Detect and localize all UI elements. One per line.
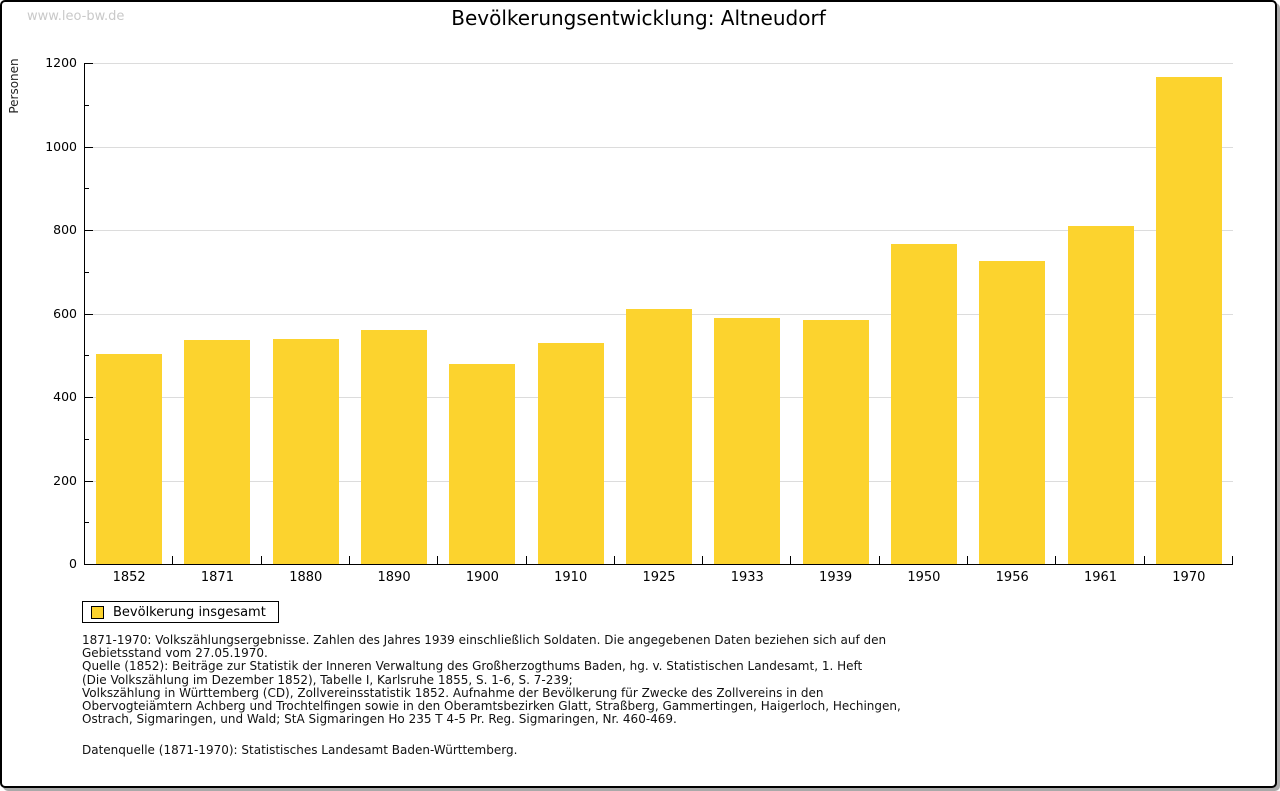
- bar-1933: [714, 317, 781, 564]
- y-tick-label-600: 600: [53, 305, 77, 321]
- x-tick-10: [967, 556, 969, 564]
- bar-1939: [802, 320, 869, 564]
- x-axis-label-1961: 1961: [1083, 570, 1118, 585]
- y-tick-label-400: 400: [53, 389, 77, 404]
- page-title: Bevölkerungsentwicklung: Altneudorf: [451, 6, 826, 30]
- gridline-1000: [85, 146, 1233, 148]
- y-tick-1000: [85, 146, 93, 148]
- x-tick-13: [1232, 556, 1233, 564]
- x-axis-label-1970: 1970: [1172, 570, 1206, 585]
- y-tick-800: [85, 230, 93, 231]
- x-tick-8: [790, 556, 792, 564]
- bar-1852: [96, 354, 163, 564]
- bar-1970: [1155, 77, 1222, 564]
- y-tick-200: [85, 480, 93, 482]
- bar-1890: [361, 329, 428, 564]
- x-tick-11: [1055, 556, 1057, 564]
- footnote-line-7: Ostrach, Sigmaringen, und Wald; StA Sigm…: [82, 712, 677, 727]
- x-axis-label-1871: 1871: [200, 570, 234, 585]
- x-axis-label-1939: 1939: [819, 570, 853, 585]
- x-axis-label-1852: 1852: [112, 570, 146, 585]
- x-axis-label-1925: 1925: [642, 570, 676, 585]
- y-tick-label-800: 800: [53, 222, 77, 237]
- legend: Bevölkerung insgesamt: [82, 601, 279, 623]
- y-tick-400: [85, 397, 93, 398]
- bar-1900: [449, 364, 516, 564]
- x-tick-6: [613, 556, 615, 564]
- datasource-line: Datenquelle (1871-1970): Statistisches L…: [82, 743, 518, 758]
- plot-area: 0 200 400 600 800 1000 1200 1852 1871 1880 1890 190…: [45, 56, 1233, 585]
- gridline-800: [85, 230, 1233, 231]
- x-axis-label-1950: 1950: [907, 570, 941, 585]
- gridline-1200: [85, 63, 1233, 64]
- y-minor-tick-700: [85, 271, 89, 273]
- x-axis-label-1956: 1956: [995, 570, 1029, 585]
- footnote-lines: 1871-1970: Volkszählungsergebnisse. Zahl…: [82, 633, 1255, 727]
- footnote-line-2: Gebietsstand vom 27.05.1970.: [82, 646, 268, 661]
- footnote-line-5: Volkszählung in Württemberg (CD), Zollve…: [82, 685, 824, 700]
- footnote-line-6: Obervogteiämtern Achberg und Trochtelfin…: [82, 699, 901, 714]
- x-axis-label-1910: 1910: [554, 570, 588, 585]
- x-axis-label-1880: 1880: [289, 570, 323, 585]
- y-minor-tick-1100: [85, 104, 89, 106]
- x-tick-3: [348, 556, 350, 564]
- legend-label: Bevölkerung insgesamt: [113, 604, 266, 620]
- y-tick-label-1000: 1000: [45, 138, 77, 154]
- footnote-line-1: 1871-1970: Volkszählungsergebnisse. Zahl…: [82, 633, 887, 647]
- x-axis-label-1933: 1933: [730, 570, 764, 585]
- watermark: www.leo-bw.de: [27, 9, 125, 24]
- y-tick-1200: [85, 63, 93, 64]
- y-tick-600: [85, 313, 93, 315]
- bar-1880: [272, 338, 339, 564]
- y-tick-label-1200: 1200: [45, 55, 77, 70]
- y-tick-label-0: 0: [69, 556, 77, 571]
- x-axis-label-1900: 1900: [465, 570, 499, 585]
- x-axis-label-1890: 1890: [377, 570, 411, 585]
- bar-1961: [1067, 225, 1134, 564]
- bar-1910: [537, 343, 604, 564]
- y-minor-tick-500: [85, 355, 89, 357]
- bar-1956: [979, 261, 1046, 564]
- x-tick-12: [1143, 556, 1145, 564]
- x-tick-1: [172, 556, 174, 564]
- x-tick-2: [260, 556, 262, 564]
- x-tick-7: [702, 556, 704, 564]
- y-minor-tick-100: [85, 522, 89, 524]
- footnote-line-3: Quelle (1852): Beiträge zur Statistik de…: [82, 659, 863, 674]
- footnotes: 1871-1970: Volkszählungsergebnisse. Zahl…: [82, 633, 1255, 758]
- x-tick-4: [437, 556, 439, 564]
- bar-1871: [184, 339, 251, 564]
- y-minor-tick-900: [85, 188, 89, 190]
- y-minor-tick-300: [85, 438, 89, 440]
- legend-swatch: [91, 605, 104, 619]
- footnote-line-4: (Die Volkszählung im Dezember 1852), Tab…: [82, 672, 573, 687]
- x-tick-9: [878, 556, 880, 564]
- bar-1950: [890, 244, 957, 564]
- y-tick-label-200: 200: [53, 472, 77, 488]
- bar-1925: [626, 309, 692, 564]
- x-tick-5: [525, 556, 527, 564]
